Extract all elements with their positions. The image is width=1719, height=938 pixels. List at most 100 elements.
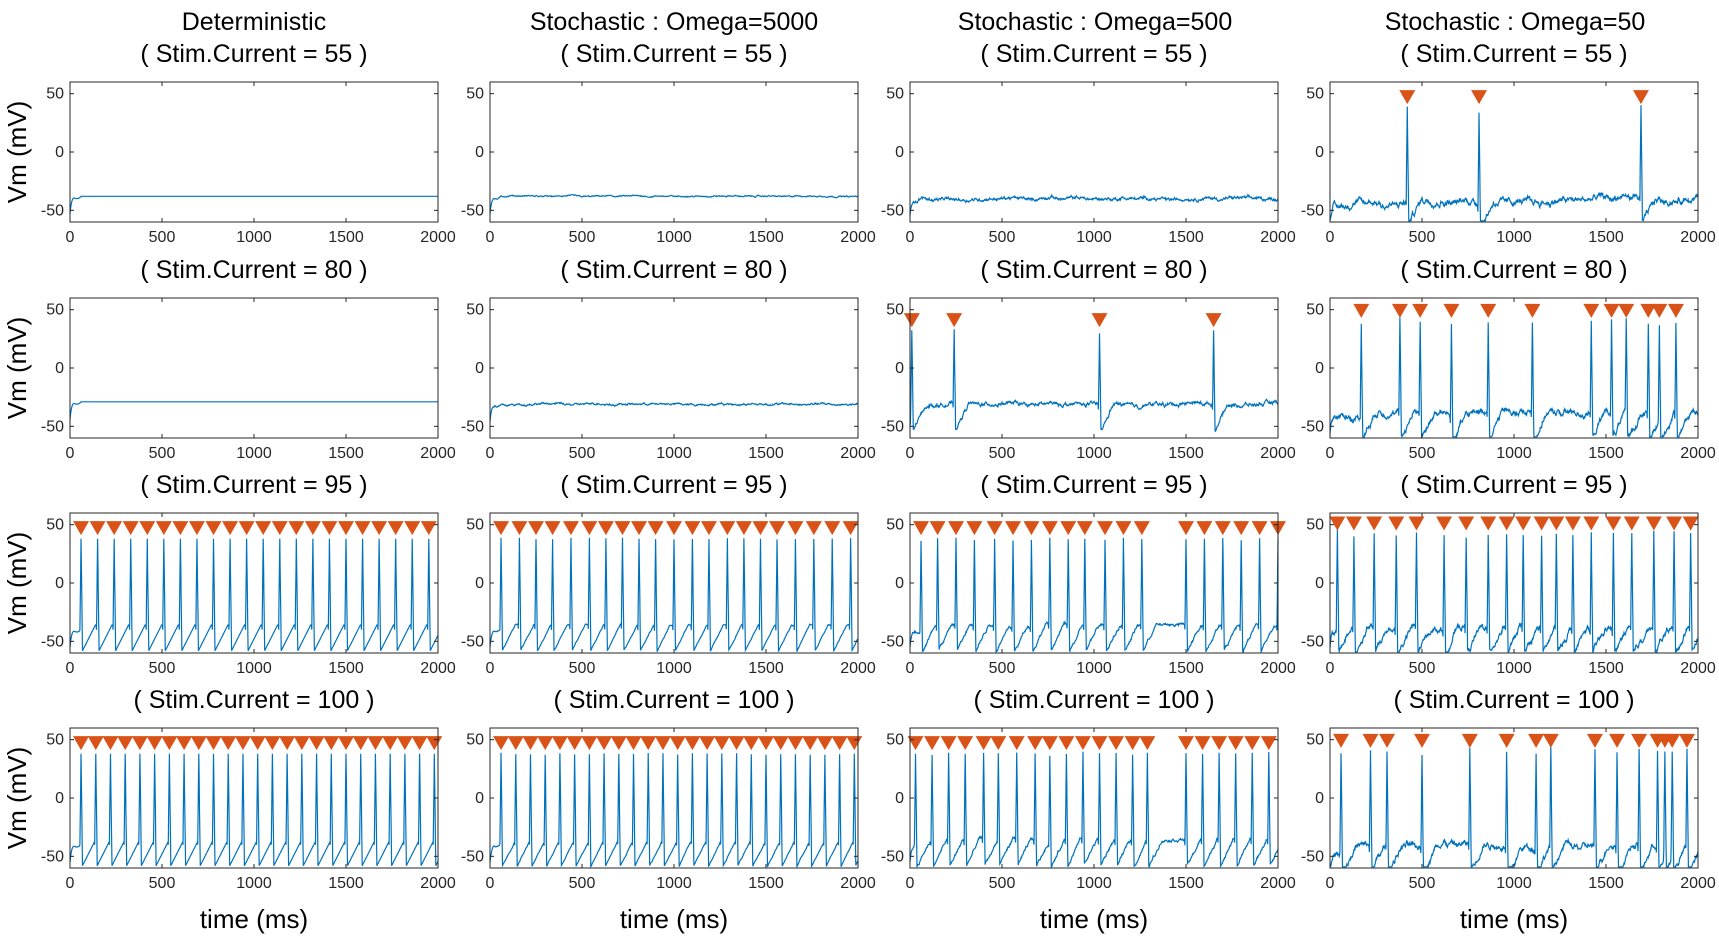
spike-marker [1366,516,1383,531]
spike-marker [323,736,340,751]
x-tick-label: 1000 [1496,875,1532,892]
spike-marker [743,736,760,751]
spike-marker [986,521,1003,536]
spike-marker [1651,303,1668,318]
x-tick-label: 2000 [420,875,456,892]
spike-marker [1586,733,1603,748]
y-tick-label: -50 [41,418,64,435]
panels: ( Stim.Current = 55 ) ( Stim.Current = 55… [2,40,1716,934]
spike-marker [1214,521,1231,536]
x-axis-label: time (ms) [620,904,728,934]
vm-trace-line [909,751,1279,869]
spike-marker [511,521,528,536]
spike-marker [903,313,920,328]
vm-trace-line [909,329,1279,433]
spike-marker [1097,521,1114,536]
spike-marker [367,736,384,751]
spike-marker [566,736,583,751]
x-tick-label: 500 [569,660,596,677]
y-tick-label: 50 [46,517,64,534]
vm-trace-line [909,537,1279,654]
spike-marker [493,736,510,751]
x-tick-label: 1000 [1076,875,1112,892]
column-title-deterministic: Deterministic [182,8,326,36]
y-tick-label: -50 [1301,202,1324,219]
spike-marker [1041,736,1058,751]
spike-marker [1609,733,1626,748]
y-tick-label: -50 [461,202,484,219]
x-tick-label: 0 [1326,445,1335,462]
vm-trace-line [69,195,438,214]
x-tick-label: 0 [486,660,495,677]
spike-marker [1058,736,1075,751]
x-tick-label: 1000 [656,229,692,246]
spike-marker [957,736,974,751]
spike-marker [1645,516,1662,531]
spike-marker [1682,516,1699,531]
spike-marker [1618,303,1635,318]
panel-title: ( Stim.Current = 55 ) [560,40,787,68]
column-titles: Deterministic Stochastic : Omega=5000 St… [182,8,1646,36]
spike-marker [255,521,272,536]
vm-trace-line [489,537,859,653]
spike-marker [1388,516,1405,531]
spike-marker [1436,516,1453,531]
spike-marker [220,736,237,751]
x-tick-label: 500 [989,445,1016,462]
spike-marker [404,521,421,536]
spike-marker [352,736,369,751]
x-tick-label: 500 [1409,445,1436,462]
x-axis-label: time (ms) [1460,904,1568,934]
column-title-omega-50: Stochastic : Omega=50 [1385,8,1646,36]
spike-marker [1603,303,1620,318]
spike-marker [1443,303,1460,318]
spike-marker [522,736,539,751]
x-tick-label: 1500 [328,445,364,462]
spike-marker [614,521,631,536]
x-tick-label: 2000 [420,660,456,677]
spike-marker [1060,521,1077,536]
spike-marker [87,736,104,751]
y-tick-label: 0 [1315,144,1324,161]
y-axis-label: Vm (mV) [2,317,32,420]
spike-marker [1548,516,1565,531]
x-tick-label: 1500 [748,445,784,462]
panel-title: ( Stim.Current = 100 ) [553,686,794,714]
spike-marker [1399,90,1416,105]
x-tick-label: 1500 [328,660,364,677]
y-tick-label: 0 [475,575,484,592]
spike-marker [1631,733,1648,748]
spike-marker [1194,736,1211,751]
x-tick-label: 500 [149,445,176,462]
axes-box [489,297,859,439]
y-tick-label: 50 [466,302,484,319]
column-title-omega-5000: Stochastic : Omega=5000 [530,8,818,36]
y-tick-label: 0 [895,360,904,377]
y-tick-label: 0 [1315,575,1324,592]
x-tick-label: 2000 [1680,875,1716,892]
spike-marker [1471,90,1488,105]
spike-marker [625,736,642,751]
spike-marker [1211,736,1228,751]
spike-marker [528,521,544,536]
x-tick-label: 2000 [840,229,876,246]
spike-marker [1124,736,1141,751]
spike-marker [1542,733,1559,748]
x-tick-label: 2000 [1260,229,1296,246]
spike-marker [222,521,239,536]
spike-marker [190,736,207,751]
spike-marker [155,521,172,536]
x-tick-label: 1500 [748,660,784,677]
spike-marker [772,736,789,751]
x-tick-label: 1500 [1588,445,1624,462]
spike-marker [700,521,717,536]
x-tick-label: 2000 [840,660,876,677]
spike-marker [1133,521,1150,536]
spike-marker [735,521,752,536]
